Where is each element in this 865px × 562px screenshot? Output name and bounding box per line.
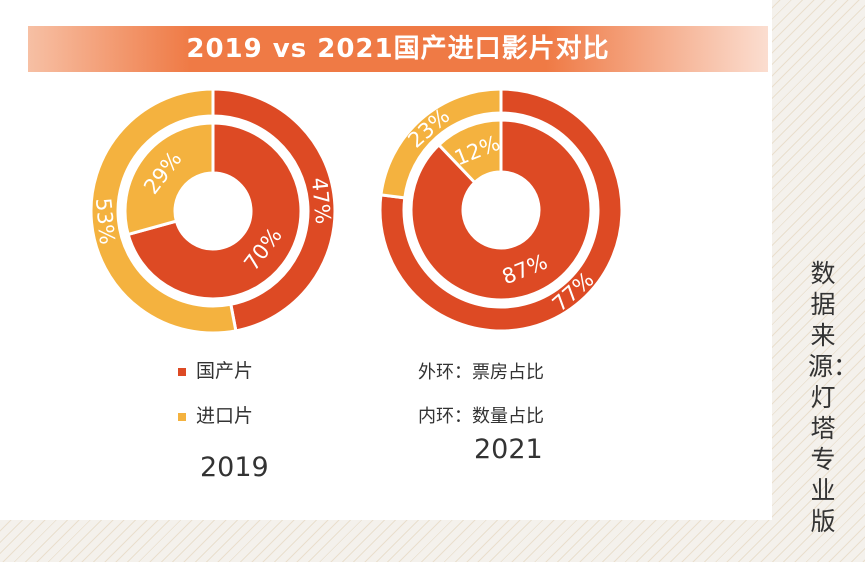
legend-swatch-domestic bbox=[178, 367, 186, 376]
slice-2019-inner-imported bbox=[123, 121, 215, 237]
slice-2019-outer-imported bbox=[89, 87, 238, 335]
slice-2019-inner-domestic bbox=[126, 121, 303, 301]
legend-item-imported: 进口片 bbox=[178, 401, 253, 428]
data-source: 数据来源：灯塔专业版 bbox=[808, 259, 859, 536]
slice-2021-inner-domestic bbox=[409, 118, 593, 302]
slice-label-2019-outer-domestic: 47% bbox=[307, 176, 335, 225]
slice-2021-outer-domestic bbox=[378, 87, 624, 333]
title-bar bbox=[28, 26, 768, 72]
year-label-2021: 2021 bbox=[474, 434, 543, 465]
legend-item-domestic: 国产片 bbox=[178, 356, 253, 383]
chart-title: 2019 vs 2021国产进口影片对比 bbox=[186, 34, 610, 64]
slice-2019-outer-domestic bbox=[211, 87, 337, 333]
legend-label-domestic: 国产片 bbox=[196, 360, 254, 382]
slice-2021-outer-imported bbox=[379, 87, 503, 200]
outer-ring-note: 外环：票房占比 bbox=[418, 362, 544, 383]
year-label-2019: 2019 bbox=[200, 452, 269, 483]
legend-swatch-imported bbox=[178, 412, 186, 421]
slice-label-2019-outer-imported: 53% bbox=[91, 197, 119, 246]
slice-2021-inner-imported bbox=[436, 118, 503, 185]
inner-ring-note: 内环：数量占比 bbox=[418, 406, 544, 427]
legend-label-imported: 进口片 bbox=[196, 405, 254, 427]
